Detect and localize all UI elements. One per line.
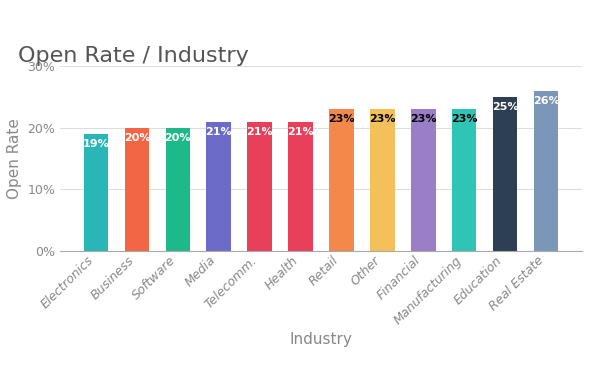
Bar	[370, 110, 395, 251]
Bar	[534, 91, 558, 251]
Text: 25%: 25%	[492, 102, 518, 112]
Text: 21%: 21%	[205, 127, 232, 137]
Bar	[288, 122, 313, 251]
Bar	[452, 110, 476, 251]
Y-axis label: Open Rate: Open Rate	[7, 118, 22, 199]
Text: 21%: 21%	[247, 127, 273, 137]
Text: 26%: 26%	[533, 96, 559, 106]
Text: 23%: 23%	[410, 114, 437, 124]
Text: 19%: 19%	[83, 139, 109, 149]
Text: Open Rate / Industry: Open Rate / Industry	[18, 46, 249, 66]
X-axis label: Industry: Industry	[290, 332, 352, 347]
Bar	[493, 97, 517, 251]
Bar	[125, 128, 149, 251]
Text: 20%: 20%	[164, 133, 191, 143]
Text: 23%: 23%	[451, 114, 478, 124]
Bar	[329, 110, 354, 251]
Bar	[84, 134, 108, 251]
Bar	[206, 122, 231, 251]
Text: 20%: 20%	[124, 133, 150, 143]
Text: 23%: 23%	[328, 114, 355, 124]
Text: 23%: 23%	[369, 114, 395, 124]
Bar	[247, 122, 272, 251]
Bar	[166, 128, 190, 251]
Bar	[411, 110, 436, 251]
Text: 21%: 21%	[287, 127, 314, 137]
